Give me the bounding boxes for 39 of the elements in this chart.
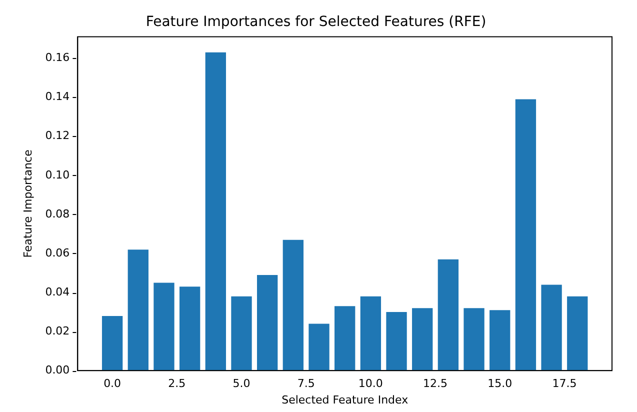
- bar: [490, 310, 510, 370]
- bar: [438, 259, 459, 370]
- bar: [541, 284, 562, 370]
- bar: [282, 240, 304, 370]
- bar: [128, 250, 148, 370]
- bar: [334, 306, 356, 370]
- bar: [308, 324, 330, 370]
- x-tick-label: 10.0: [358, 377, 383, 390]
- x-tick-label: 15.0: [488, 377, 512, 390]
- bar: [179, 286, 200, 370]
- chart-title: Feature Importances for Selected Features (RFE): [146, 14, 486, 30]
- y-tick-label: 0.10: [45, 168, 70, 182]
- bar: [102, 316, 123, 370]
- bar: [412, 308, 433, 370]
- bar: [515, 99, 536, 370]
- x-tick-label: 2.5: [168, 377, 186, 390]
- y-tick-label: 0.14: [45, 90, 70, 104]
- bar: [205, 52, 226, 370]
- x-tick-label: 5.0: [232, 377, 250, 390]
- bar: [154, 282, 174, 370]
- y-tick-label: 0.04: [45, 285, 70, 298]
- bar: [231, 296, 252, 370]
- y-tick-label: 0.16: [45, 51, 70, 64]
- x-tick-label: 7.5: [297, 377, 315, 390]
- bar: [360, 296, 382, 370]
- y-tick-label: 0.00: [45, 363, 70, 376]
- x-tick-label: 17.5: [552, 377, 577, 390]
- bar: [464, 308, 484, 370]
- y-tick-label: 0.02: [45, 324, 70, 338]
- y-tick-label: 0.12: [45, 129, 70, 142]
- x-tick-label: 12.5: [423, 377, 448, 390]
- y-tick-label: 0.08: [45, 207, 70, 220]
- bar: [386, 312, 407, 370]
- bar: [257, 274, 278, 370]
- y-axis-title: Feature Importance: [21, 149, 34, 258]
- bar: [567, 296, 588, 370]
- x-tick-label: 0.0: [104, 377, 122, 390]
- y-tick-label: 0.06: [45, 246, 70, 260]
- x-axis-title: Selected Feature Index: [282, 393, 409, 406]
